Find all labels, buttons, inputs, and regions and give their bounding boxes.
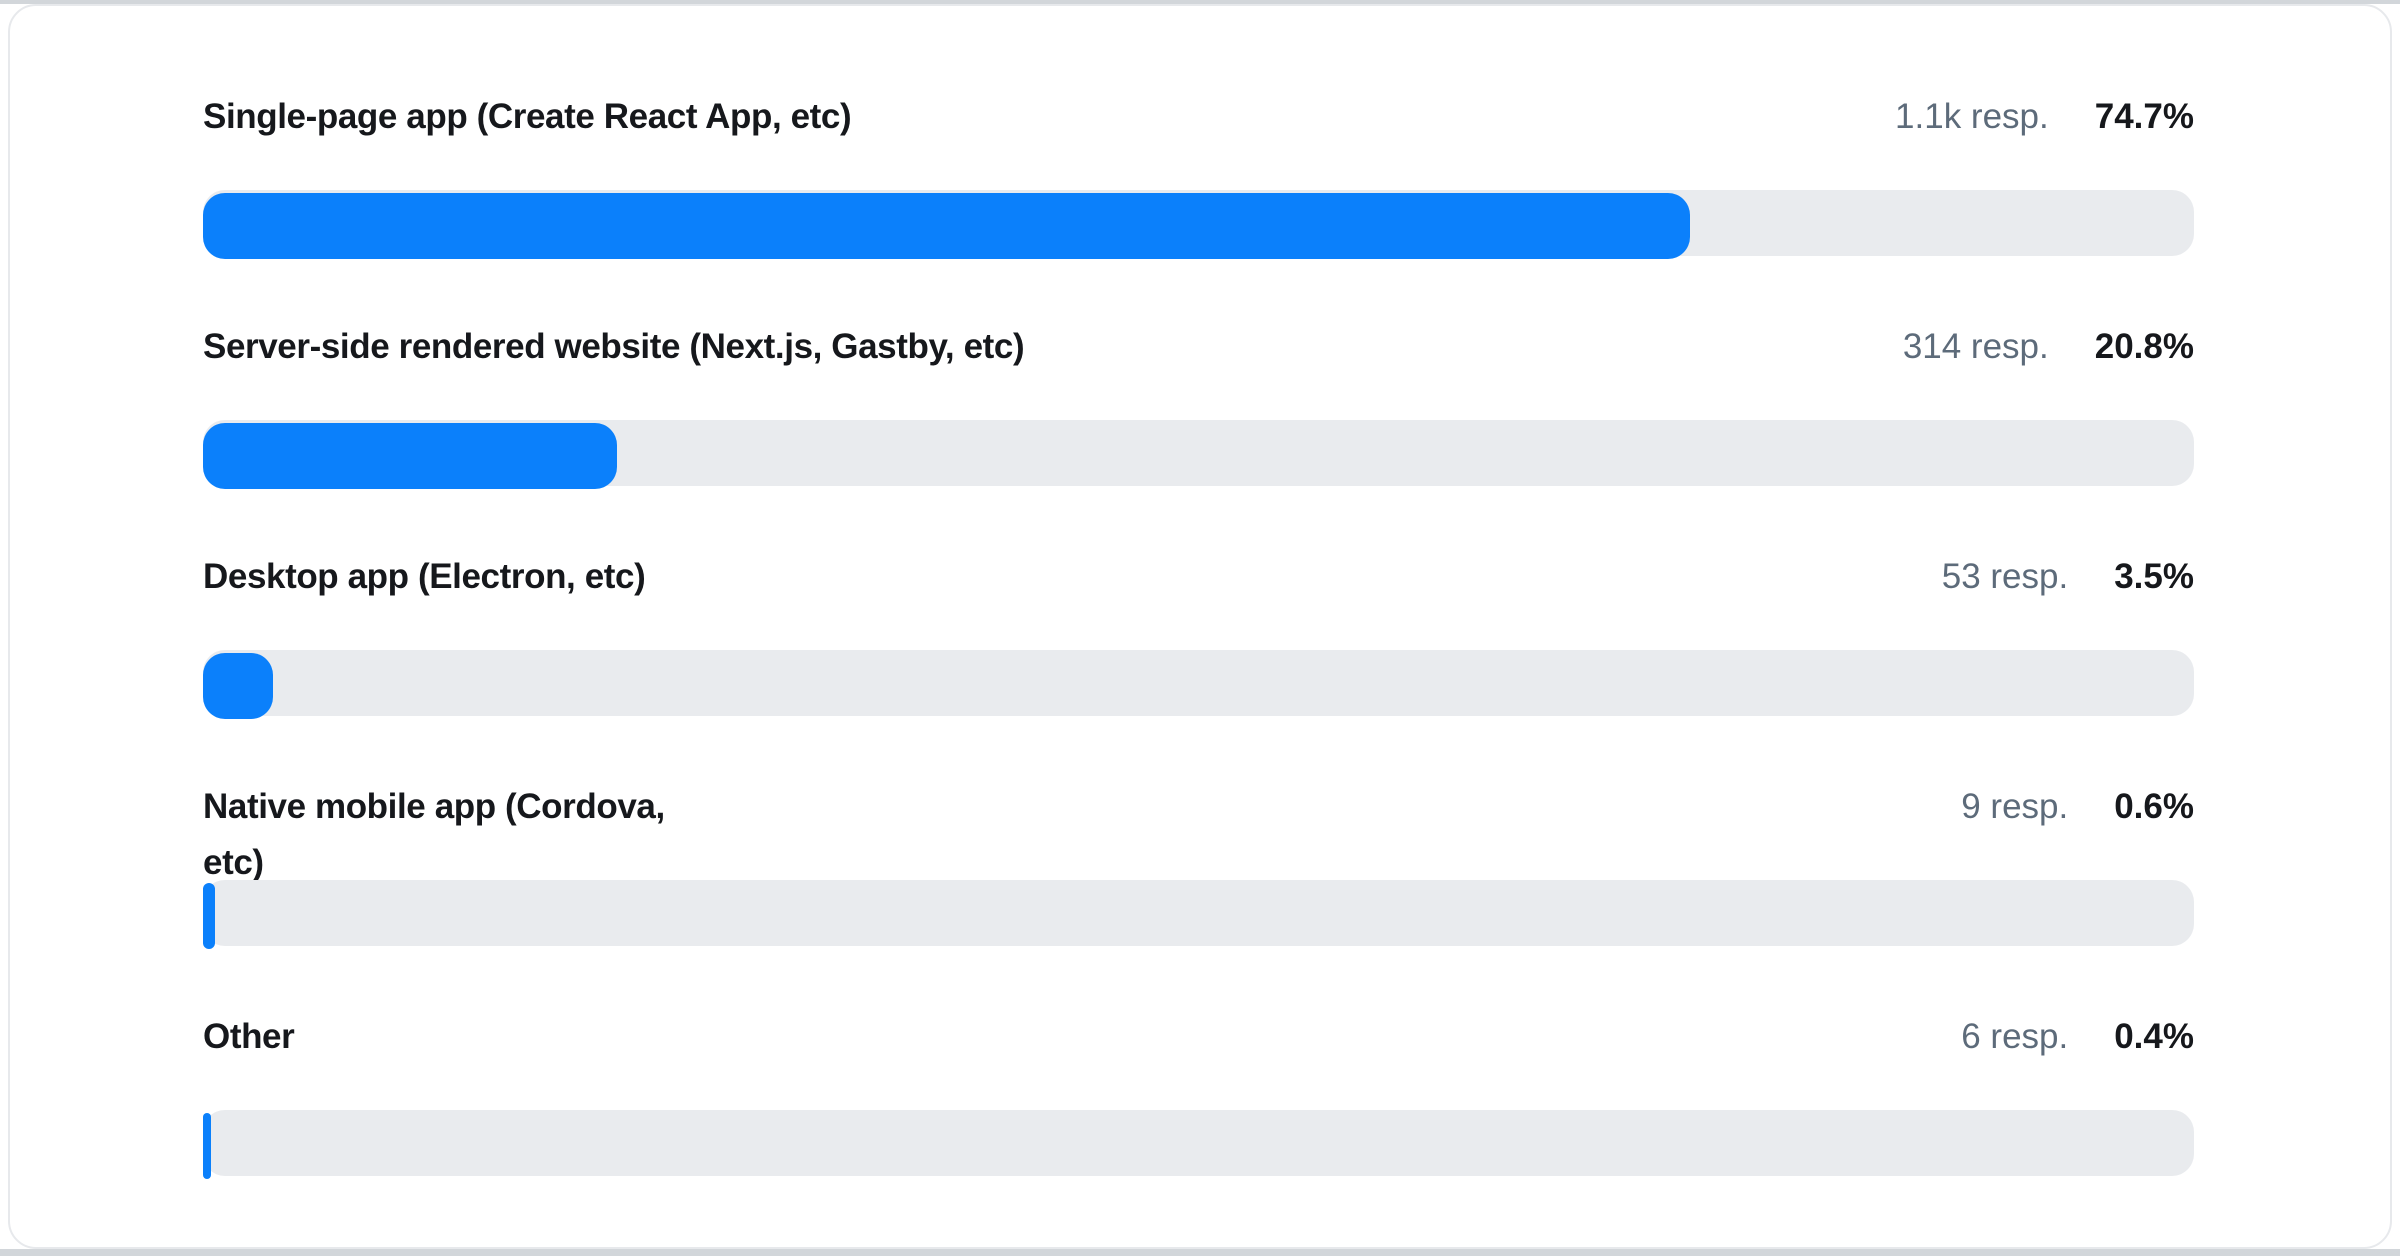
percent-value: 74.7% bbox=[2094, 97, 2194, 136]
row-head: Native mobile app (Cordova, etc) 9 resp.… bbox=[203, 779, 2194, 891]
row-head: Server-side rendered website (Next.js, G… bbox=[203, 319, 2194, 375]
chart-row: Desktop app (Electron, etc) 53 resp. 3.5… bbox=[203, 549, 2194, 779]
bar-fill bbox=[203, 1113, 211, 1179]
response-count: 53 resp. bbox=[1941, 557, 2069, 596]
bar-track bbox=[203, 190, 2194, 259]
chart-row: Server-side rendered website (Next.js, G… bbox=[203, 319, 2194, 549]
bar-track bbox=[203, 650, 2194, 719]
row-stats: 6 resp. 0.4% bbox=[1961, 1009, 2194, 1065]
page-edge-top bbox=[0, 0, 2400, 4]
row-stats: 314 resp. 20.8% bbox=[1903, 319, 2194, 375]
response-count: 1.1k resp. bbox=[1895, 97, 2049, 136]
option-label: Desktop app (Electron, etc) bbox=[203, 557, 646, 596]
option-label: Single-page app (Create React App, etc) bbox=[203, 97, 852, 136]
bar-fill bbox=[203, 423, 618, 489]
chart-row: Native mobile app (Cordova, etc) 9 resp.… bbox=[203, 779, 2194, 1009]
row-stats: 1.1k resp. 74.7% bbox=[1895, 89, 2194, 145]
bar-track bbox=[203, 1110, 2194, 1179]
option-label: Server-side rendered website (Next.js, G… bbox=[203, 327, 1025, 366]
response-count: 6 resp. bbox=[1961, 1017, 2069, 1056]
bar-fill bbox=[203, 193, 1691, 259]
results-card: Single-page app (Create React App, etc) … bbox=[8, 4, 2392, 1249]
percent-value: 0.6% bbox=[2114, 787, 2194, 826]
percent-value: 3.5% bbox=[2114, 557, 2194, 596]
bar-fill bbox=[203, 883, 215, 949]
bar-track bbox=[203, 420, 2194, 489]
row-stats: 9 resp. 0.6% bbox=[1961, 779, 2194, 835]
percent-value: 20.8% bbox=[2094, 327, 2194, 366]
row-head: Single-page app (Create React App, etc) … bbox=[203, 89, 2194, 145]
percent-value: 0.4% bbox=[2114, 1017, 2194, 1056]
page-edge-bottom bbox=[0, 1249, 2400, 1256]
response-count: 9 resp. bbox=[1961, 787, 2069, 826]
bar-fill bbox=[203, 653, 273, 719]
option-label: Native mobile app (Cordova, etc) bbox=[203, 787, 665, 882]
option-label: Other bbox=[203, 1017, 295, 1056]
response-count: 314 resp. bbox=[1902, 327, 2049, 366]
chart-row: Single-page app (Create React App, etc) … bbox=[203, 89, 2194, 319]
bar-track bbox=[203, 880, 2194, 949]
row-stats: 53 resp. 3.5% bbox=[1942, 549, 2194, 605]
chart-rows: Single-page app (Create React App, etc) … bbox=[203, 89, 2194, 1239]
row-head: Desktop app (Electron, etc) 53 resp. 3.5… bbox=[203, 549, 2194, 605]
chart-row: Other 6 resp. 0.4% bbox=[203, 1009, 2194, 1239]
row-head: Other 6 resp. 0.4% bbox=[203, 1009, 2194, 1065]
